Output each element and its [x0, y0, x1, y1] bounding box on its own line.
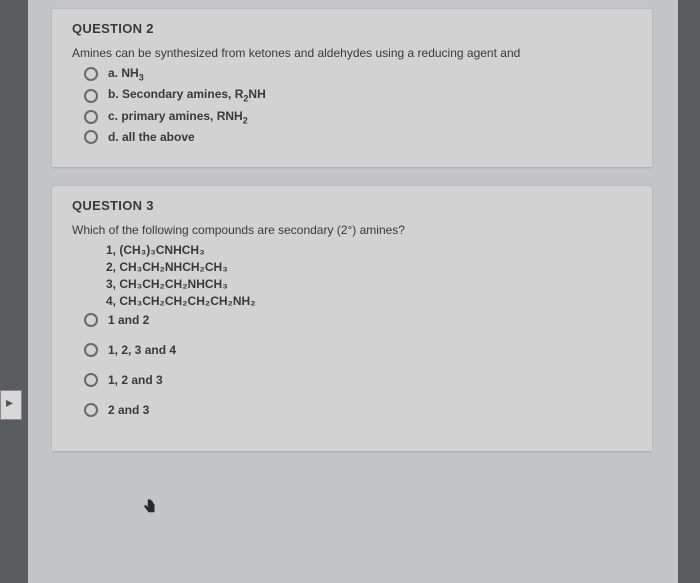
q3-option-3[interactable]: 1, 2 and 3	[84, 373, 632, 387]
radio-icon[interactable]	[84, 130, 98, 144]
q2-option-c-label: c. primary amines, RNH2	[108, 109, 248, 125]
q3-option-4[interactable]: 2 and 3	[84, 403, 632, 417]
q3-option-1-label: 1 and 2	[108, 313, 149, 327]
quiz-panel: QUESTION 2 Amines can be synthesized fro…	[28, 0, 678, 583]
compound-2: 2, CH₃CH₂NHCH₂CH₃	[106, 260, 632, 274]
compound-4: 4, CH₃CH₂CH₂CH₂CH₂NH₂	[106, 294, 632, 308]
radio-icon[interactable]	[84, 89, 98, 103]
radio-icon[interactable]	[84, 373, 98, 387]
q3-option-3-label: 1, 2 and 3	[108, 373, 163, 387]
q2-option-a[interactable]: a. NH3	[84, 66, 632, 82]
question-3-card: QUESTION 3 Which of the following compou…	[52, 185, 652, 451]
q3-option-4-label: 2 and 3	[108, 403, 149, 417]
q2-option-d-label: d. all the above	[108, 130, 195, 144]
q2-option-d[interactable]: d. all the above	[84, 130, 632, 144]
q2-option-c[interactable]: c. primary amines, RNH2	[84, 109, 632, 125]
question-3-header: QUESTION 3	[72, 198, 632, 213]
q3-option-2[interactable]: 1, 2, 3 and 4	[84, 343, 632, 357]
q3-option-2-label: 1, 2, 3 and 4	[108, 343, 176, 357]
q2-option-b-label: b. Secondary amines, R2NH	[108, 87, 266, 103]
compound-3: 3, CH₃CH₂CH₂NHCH₃	[106, 277, 632, 291]
radio-icon[interactable]	[84, 110, 98, 124]
q3-option-1[interactable]: 1 and 2	[84, 313, 632, 327]
question-3-prompt: Which of the following compounds are sec…	[72, 223, 632, 237]
compound-1: 1, (CH₃)₃CNHCH₃	[106, 243, 632, 257]
radio-icon[interactable]	[84, 343, 98, 357]
q2-option-b[interactable]: b. Secondary amines, R2NH	[84, 87, 632, 103]
question-2-card: QUESTION 2 Amines can be synthesized fro…	[52, 8, 652, 167]
cursor-pointer-icon	[141, 497, 159, 517]
radio-icon[interactable]	[84, 403, 98, 417]
question-2-prompt: Amines can be synthesized from ketones a…	[72, 46, 632, 60]
q2-option-a-label: a. NH3	[108, 66, 144, 82]
radio-icon[interactable]	[84, 313, 98, 327]
question-2-header: QUESTION 2	[72, 21, 632, 36]
left-tab-handle[interactable]	[0, 390, 22, 420]
radio-icon[interactable]	[84, 67, 98, 81]
